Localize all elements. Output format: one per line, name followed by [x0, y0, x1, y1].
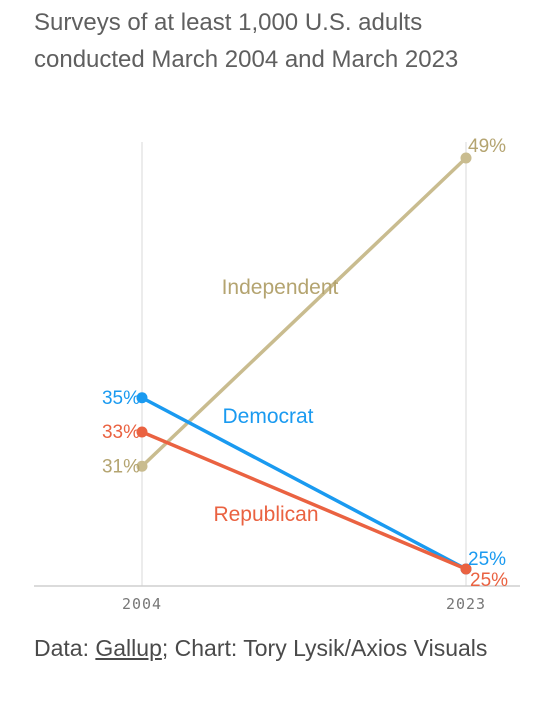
democrat-value-label-2023: 25% — [468, 549, 506, 570]
grid-layer: 2004 2023 — [34, 142, 520, 613]
independent-point-2004 — [136, 460, 148, 472]
democrat-series-line — [140, 396, 468, 571]
independent-value-label-2004: 31% — [102, 456, 140, 477]
source-prefix: Data: — [34, 635, 96, 661]
source-note: Data: Gallup; Chart: Tory Lysik/Axios Vi… — [34, 630, 514, 667]
independent-series-label: Independent — [222, 276, 339, 299]
gallup-link[interactable]: Gallup — [95, 635, 162, 661]
republican-value-label-2023: 25% — [470, 570, 508, 591]
republican-value-label-2004: 33% — [102, 422, 140, 443]
x-tick-label-2023: 2023 — [446, 595, 486, 613]
value-labels: 31% 49% Independent 35% 25% Democrat 33% 25% Rep… — [102, 136, 508, 591]
chart-subtitle: Surveys of at least 1,000 U.S. adults co… — [34, 9, 459, 73]
republican-series-label: Republican — [213, 503, 318, 526]
republican-point-2004 — [136, 426, 148, 438]
line-chart: 2004 2023 31% 49% Independent 35% 25% Democrat… — [34, 136, 520, 613]
independent-value-label-2023: 49% — [468, 136, 506, 157]
series-lines — [136, 152, 472, 575]
democrat-value-label-2004: 35% — [102, 388, 140, 409]
democrat-point-2004 — [136, 392, 148, 404]
independent-point-2023 — [460, 152, 472, 164]
republican-series-line — [140, 430, 468, 571]
chart-credit: ; Chart: Tory Lysik/Axios Visuals — [161, 635, 488, 661]
democrat-series-label: Democrat — [222, 405, 313, 428]
x-tick-label-2004: 2004 — [122, 595, 162, 613]
republican-point-2023 — [460, 563, 472, 575]
independent-series-line — [140, 156, 468, 468]
